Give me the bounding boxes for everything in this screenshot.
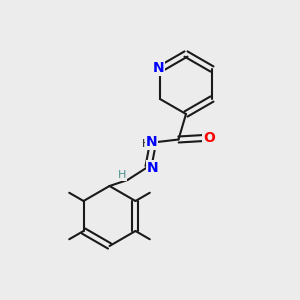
Text: H: H bbox=[142, 139, 151, 149]
Text: N: N bbox=[147, 161, 159, 175]
Text: H: H bbox=[118, 170, 126, 181]
Text: O: O bbox=[203, 131, 215, 145]
Text: N: N bbox=[146, 135, 157, 149]
Text: N: N bbox=[153, 61, 164, 74]
